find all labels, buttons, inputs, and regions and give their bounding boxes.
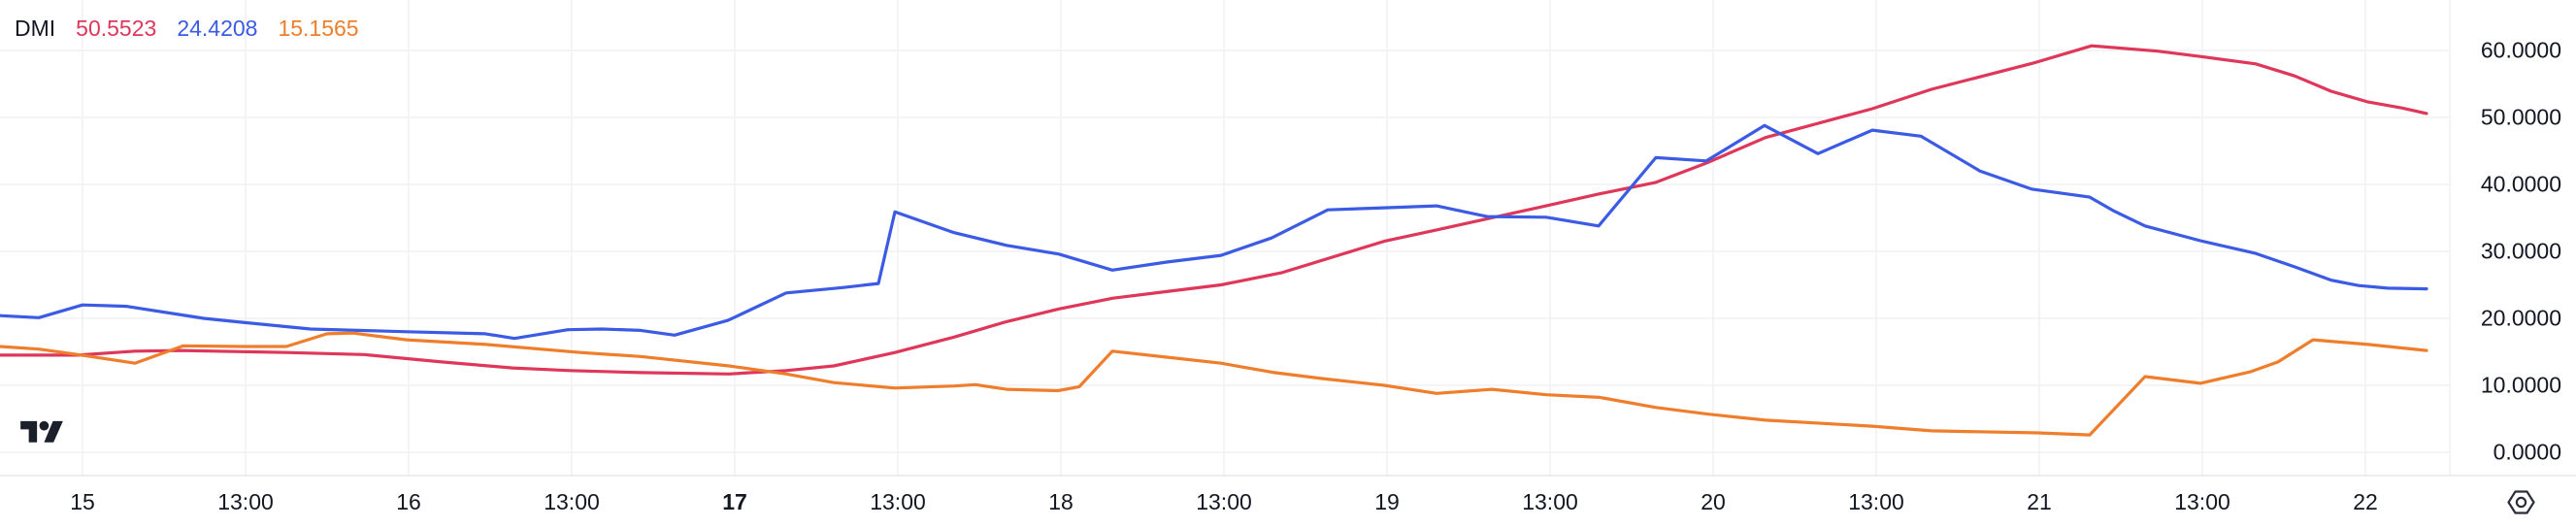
legend-value: 50.5523 <box>76 16 157 41</box>
red-line <box>0 44 2428 376</box>
orange-line <box>0 331 2428 437</box>
blue-line <box>0 123 2428 341</box>
indicator-title: DMI <box>15 16 56 41</box>
settings-gear-icon[interactable] <box>2506 488 2536 516</box>
tradingview-logo-icon[interactable] <box>20 416 63 449</box>
legend-value: 24.4208 <box>177 16 258 41</box>
legend-value: 15.1565 <box>278 16 359 41</box>
indicator-legend[interactable]: DMI 50.5523 24.4208 15.1565 <box>15 15 359 42</box>
